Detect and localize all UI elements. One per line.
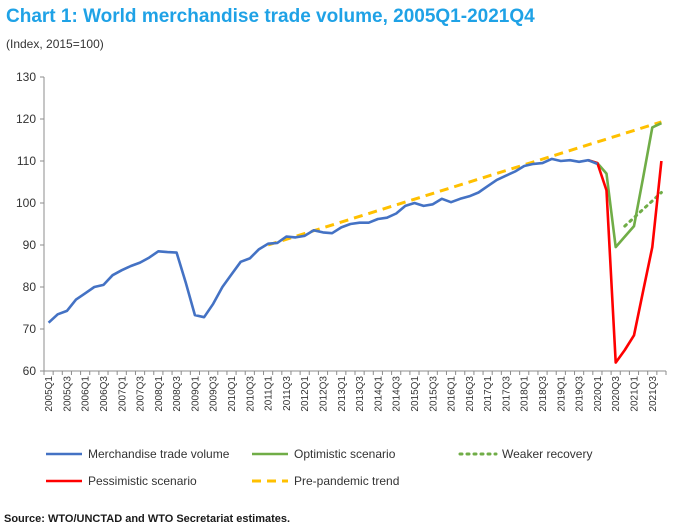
- legend-label-optimistic-scenario: Optimistic scenario: [294, 447, 396, 461]
- y-tick-label: 130: [16, 70, 36, 84]
- x-tick-label: 2008Q3: [172, 376, 183, 412]
- source-note: Source: WTO/UNCTAD and WTO Secretariat e…: [4, 513, 291, 525]
- x-tick-label: 2018Q1: [520, 376, 531, 412]
- x-tick-label: 2012Q1: [300, 376, 311, 412]
- x-tick-label: 2014Q3: [392, 376, 403, 412]
- x-tick-label: 2007Q1: [117, 376, 128, 412]
- y-tick-label: 60: [23, 364, 37, 378]
- series-line-optimistic-scenario: [587, 122, 662, 249]
- series-line-pessimistic-scenario: [587, 158, 663, 364]
- x-tick-label: 2016Q3: [465, 376, 476, 412]
- x-tick-label: 2006Q1: [81, 376, 92, 412]
- series-line-weaker-recovery: [623, 191, 663, 228]
- legend-label-weaker-recovery: Weaker recovery: [502, 447, 592, 461]
- series-lines: [47, 120, 663, 364]
- x-tick-label: 2010Q3: [245, 376, 256, 412]
- x-tick-label: 2017Q1: [483, 376, 494, 412]
- chart-canvas: 60 70 80 90 100 110 120 130 2005Q1 2005Q3 2006Q1 20…: [16, 70, 667, 488]
- x-tick-label: 2009Q3: [209, 376, 220, 412]
- x-tick-label: 2015Q1: [410, 376, 421, 412]
- x-tick-label: 2015Q3: [428, 376, 439, 412]
- x-tick-label: 2018Q3: [538, 376, 549, 412]
- axes: 60 70 80 90 100 110 120 130 2005Q1 2005Q3 2006Q1 20…: [16, 70, 667, 412]
- x-tick-label: 2010Q1: [227, 376, 238, 412]
- series-line-merchandise-trade-volume: [47, 157, 598, 324]
- x-tick-label: 2005Q1: [44, 376, 55, 412]
- x-tick-label: 2020Q3: [611, 376, 622, 412]
- x-tick-label: 2011Q3: [282, 376, 293, 411]
- x-tick-label: 2021Q3: [648, 376, 659, 412]
- x-tick-label: 2009Q1: [190, 376, 201, 412]
- x-tick-label: 2016Q1: [447, 376, 458, 412]
- x-tick-label: 2019Q1: [556, 376, 567, 412]
- x-tick-label: 2006Q3: [99, 376, 110, 412]
- x-tick-label: 2012Q3: [318, 376, 329, 412]
- legend: Merchandise trade volume Optimistic scena…: [46, 447, 592, 488]
- x-tick-label: 2011Q1: [264, 376, 275, 411]
- y-tick-label: 110: [17, 154, 36, 168]
- chart-title: Chart 1: World merchandise trade volume,…: [6, 6, 535, 27]
- y-tick-label: 120: [16, 112, 36, 126]
- x-tick-label: 2013Q3: [355, 376, 366, 412]
- x-tick-label: 2021Q1: [629, 376, 640, 412]
- legend-label-pre-pandemic-trend: Pre-pandemic trend: [294, 474, 399, 488]
- x-tick-label: 2014Q1: [373, 376, 384, 412]
- x-tick-label: 2020Q1: [593, 376, 604, 412]
- x-tick-label: 2008Q1: [154, 376, 165, 412]
- legend-label-merchandise-trade-volume: Merchandise trade volume: [88, 447, 230, 461]
- x-tick-label: 2019Q3: [575, 376, 586, 412]
- series-line-pre-pandemic-trend: [267, 120, 662, 247]
- chart-subtitle: (Index, 2015=100): [6, 37, 104, 51]
- y-tick-label: 70: [23, 322, 37, 336]
- y-tick-label: 80: [23, 280, 37, 294]
- y-tick-label: 90: [23, 238, 37, 252]
- x-tick-label: 2017Q3: [501, 376, 512, 412]
- y-tick-label: 100: [16, 196, 36, 210]
- x-tick-label: 2013Q1: [337, 376, 348, 412]
- x-tick-label: 2007Q3: [136, 376, 147, 412]
- x-tick-label: 2005Q3: [62, 376, 73, 412]
- legend-label-pessimistic-scenario: Pessimistic scenario: [88, 474, 197, 488]
